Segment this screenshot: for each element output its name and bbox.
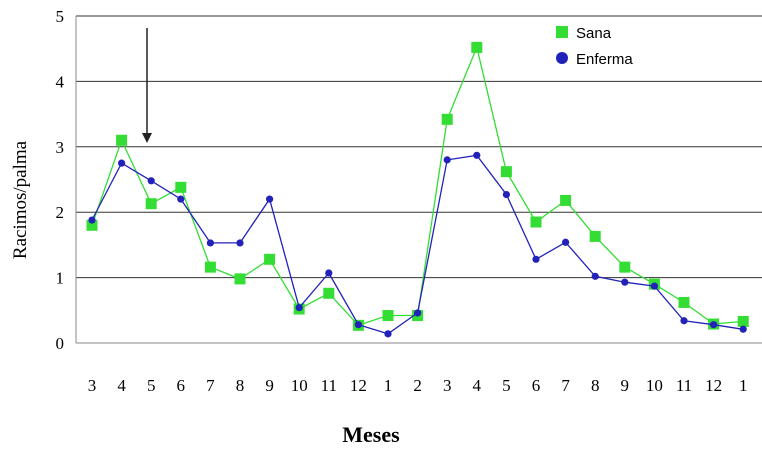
data-point-enferma (443, 156, 451, 164)
x-tick-label: 8 (236, 376, 245, 395)
x-tick-label: 8 (591, 376, 600, 395)
x-tick-label: 10 (646, 376, 663, 395)
data-point-enferma (88, 216, 96, 224)
y-axis-label: Racimos/palma (10, 140, 31, 259)
y-tick-label: 4 (56, 72, 65, 91)
x-tick-label: 11 (321, 376, 337, 395)
x-tick-label: 4 (117, 376, 126, 395)
data-point-enferma (206, 239, 214, 247)
y-tick-label: 1 (56, 269, 65, 288)
x-tick-label: 5 (502, 376, 511, 395)
data-point-enferma (739, 325, 747, 333)
data-point-sana (441, 113, 453, 125)
x-tick-label: 4 (473, 376, 482, 395)
data-point-enferma (236, 239, 244, 247)
data-point-sana (264, 253, 276, 265)
data-point-enferma (532, 255, 540, 263)
data-point-sana (530, 216, 542, 228)
x-tick-label: 12 (705, 376, 722, 395)
x-tick-label: 11 (676, 376, 692, 395)
data-point-enferma (414, 309, 422, 317)
legend: Sana Enferma (556, 25, 633, 68)
data-point-sana (619, 261, 631, 273)
y-tick-label: 5 (56, 7, 65, 26)
x-tick-label: 1 (739, 376, 748, 395)
series-group (86, 41, 749, 338)
x-tick-label: 3 (443, 376, 452, 395)
data-point-sana (560, 194, 572, 206)
data-point-enferma (680, 317, 688, 325)
x-tick-label: 1 (384, 376, 393, 395)
x-tick-label: 12 (350, 376, 367, 395)
data-point-sana (323, 287, 335, 299)
data-point-enferma (562, 238, 570, 246)
data-point-enferma (295, 304, 303, 312)
data-point-enferma (147, 177, 155, 185)
x-tick-label: 10 (291, 376, 308, 395)
data-point-sana (234, 273, 246, 285)
y-tick-label: 0 (56, 334, 65, 353)
grid-lines (76, 15, 762, 279)
y-tick-labels: 0 1 2 3 4 5 (56, 7, 65, 353)
data-point-sana (204, 261, 216, 273)
data-point-sana (589, 230, 601, 242)
series-line-enferma (91, 154, 744, 335)
x-tick-label: 6 (532, 376, 541, 395)
data-point-enferma (354, 321, 362, 329)
x-tick-label: 2 (413, 376, 422, 395)
x-tick-label: 9 (265, 376, 274, 395)
x-tick-label: 3 (88, 376, 97, 395)
x-tick-label: 5 (147, 376, 156, 395)
legend-swatch-sana (556, 26, 568, 38)
data-point-sana (145, 198, 157, 210)
data-point-sana (471, 41, 483, 53)
data-point-sana (382, 310, 394, 322)
annotation-arrow (142, 28, 152, 143)
data-point-enferma (650, 282, 659, 290)
data-point-enferma (591, 272, 599, 280)
data-point-enferma (266, 195, 274, 203)
data-point-sana (678, 296, 690, 308)
data-point-sana (86, 219, 98, 231)
data-point-enferma (502, 190, 510, 199)
y-tick-label: 2 (56, 203, 65, 222)
data-point-enferma (118, 159, 126, 167)
x-tick-labels: 3 4 5 6 7 8 9 10 11 12 1 2 3 4 5 6 7 8 9 10 11 12 1 (88, 376, 748, 395)
data-point-sana (737, 315, 749, 327)
y-tick-label: 3 (56, 138, 65, 157)
data-point-enferma (710, 321, 718, 329)
legend-swatch-enferma (556, 52, 568, 64)
data-point-sana (116, 134, 128, 146)
data-point-enferma (621, 278, 629, 286)
data-point-enferma (473, 151, 481, 159)
legend-label-enferma: Enferma (576, 51, 633, 68)
x-tick-label: 6 (177, 376, 186, 395)
x-tick-label: 7 (206, 376, 215, 395)
x-tick-label: 7 (561, 376, 570, 395)
data-point-enferma (384, 330, 392, 338)
legend-label-sana: Sana (576, 25, 612, 42)
x-tick-label: 9 (621, 376, 630, 395)
series-line-sana (91, 45, 744, 327)
data-point-enferma (177, 195, 185, 203)
x-axis-label: Meses (342, 422, 400, 447)
data-point-enferma (325, 269, 333, 277)
data-point-sana (175, 181, 187, 193)
data-point-sana (500, 166, 512, 178)
